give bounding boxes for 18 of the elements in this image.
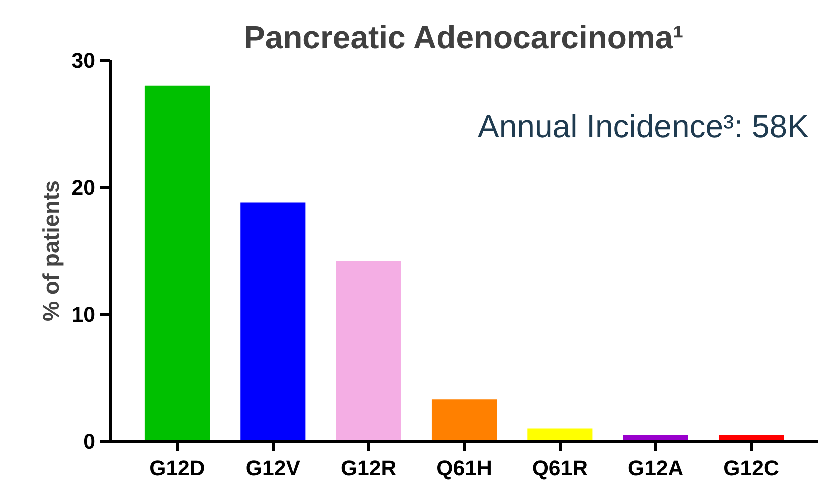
x-tick-label: G12D: [150, 456, 206, 480]
bar: [336, 261, 402, 442]
x-tick-label: G12V: [246, 456, 302, 480]
x-tick-label: G12A: [628, 456, 684, 480]
x-tick-label: Q61H: [436, 456, 492, 480]
y-tick-label: 30: [72, 49, 96, 73]
y-tick-label: 20: [72, 176, 96, 200]
bar: [144, 86, 210, 442]
x-tick-label: G12R: [340, 456, 397, 480]
chart-title: Pancreatic Adenocarcinoma¹: [244, 20, 684, 56]
x-tick-label: Q61R: [532, 456, 588, 480]
y-tick-label: 10: [72, 303, 96, 327]
x-tick-label: G12C: [724, 456, 780, 480]
bar: [240, 202, 306, 442]
y-axis-title: % of patients: [38, 180, 64, 322]
annotation: Annual Incidence³: 58K: [478, 108, 809, 144]
y-tick-label: 0: [84, 430, 96, 454]
bar: [432, 400, 498, 442]
